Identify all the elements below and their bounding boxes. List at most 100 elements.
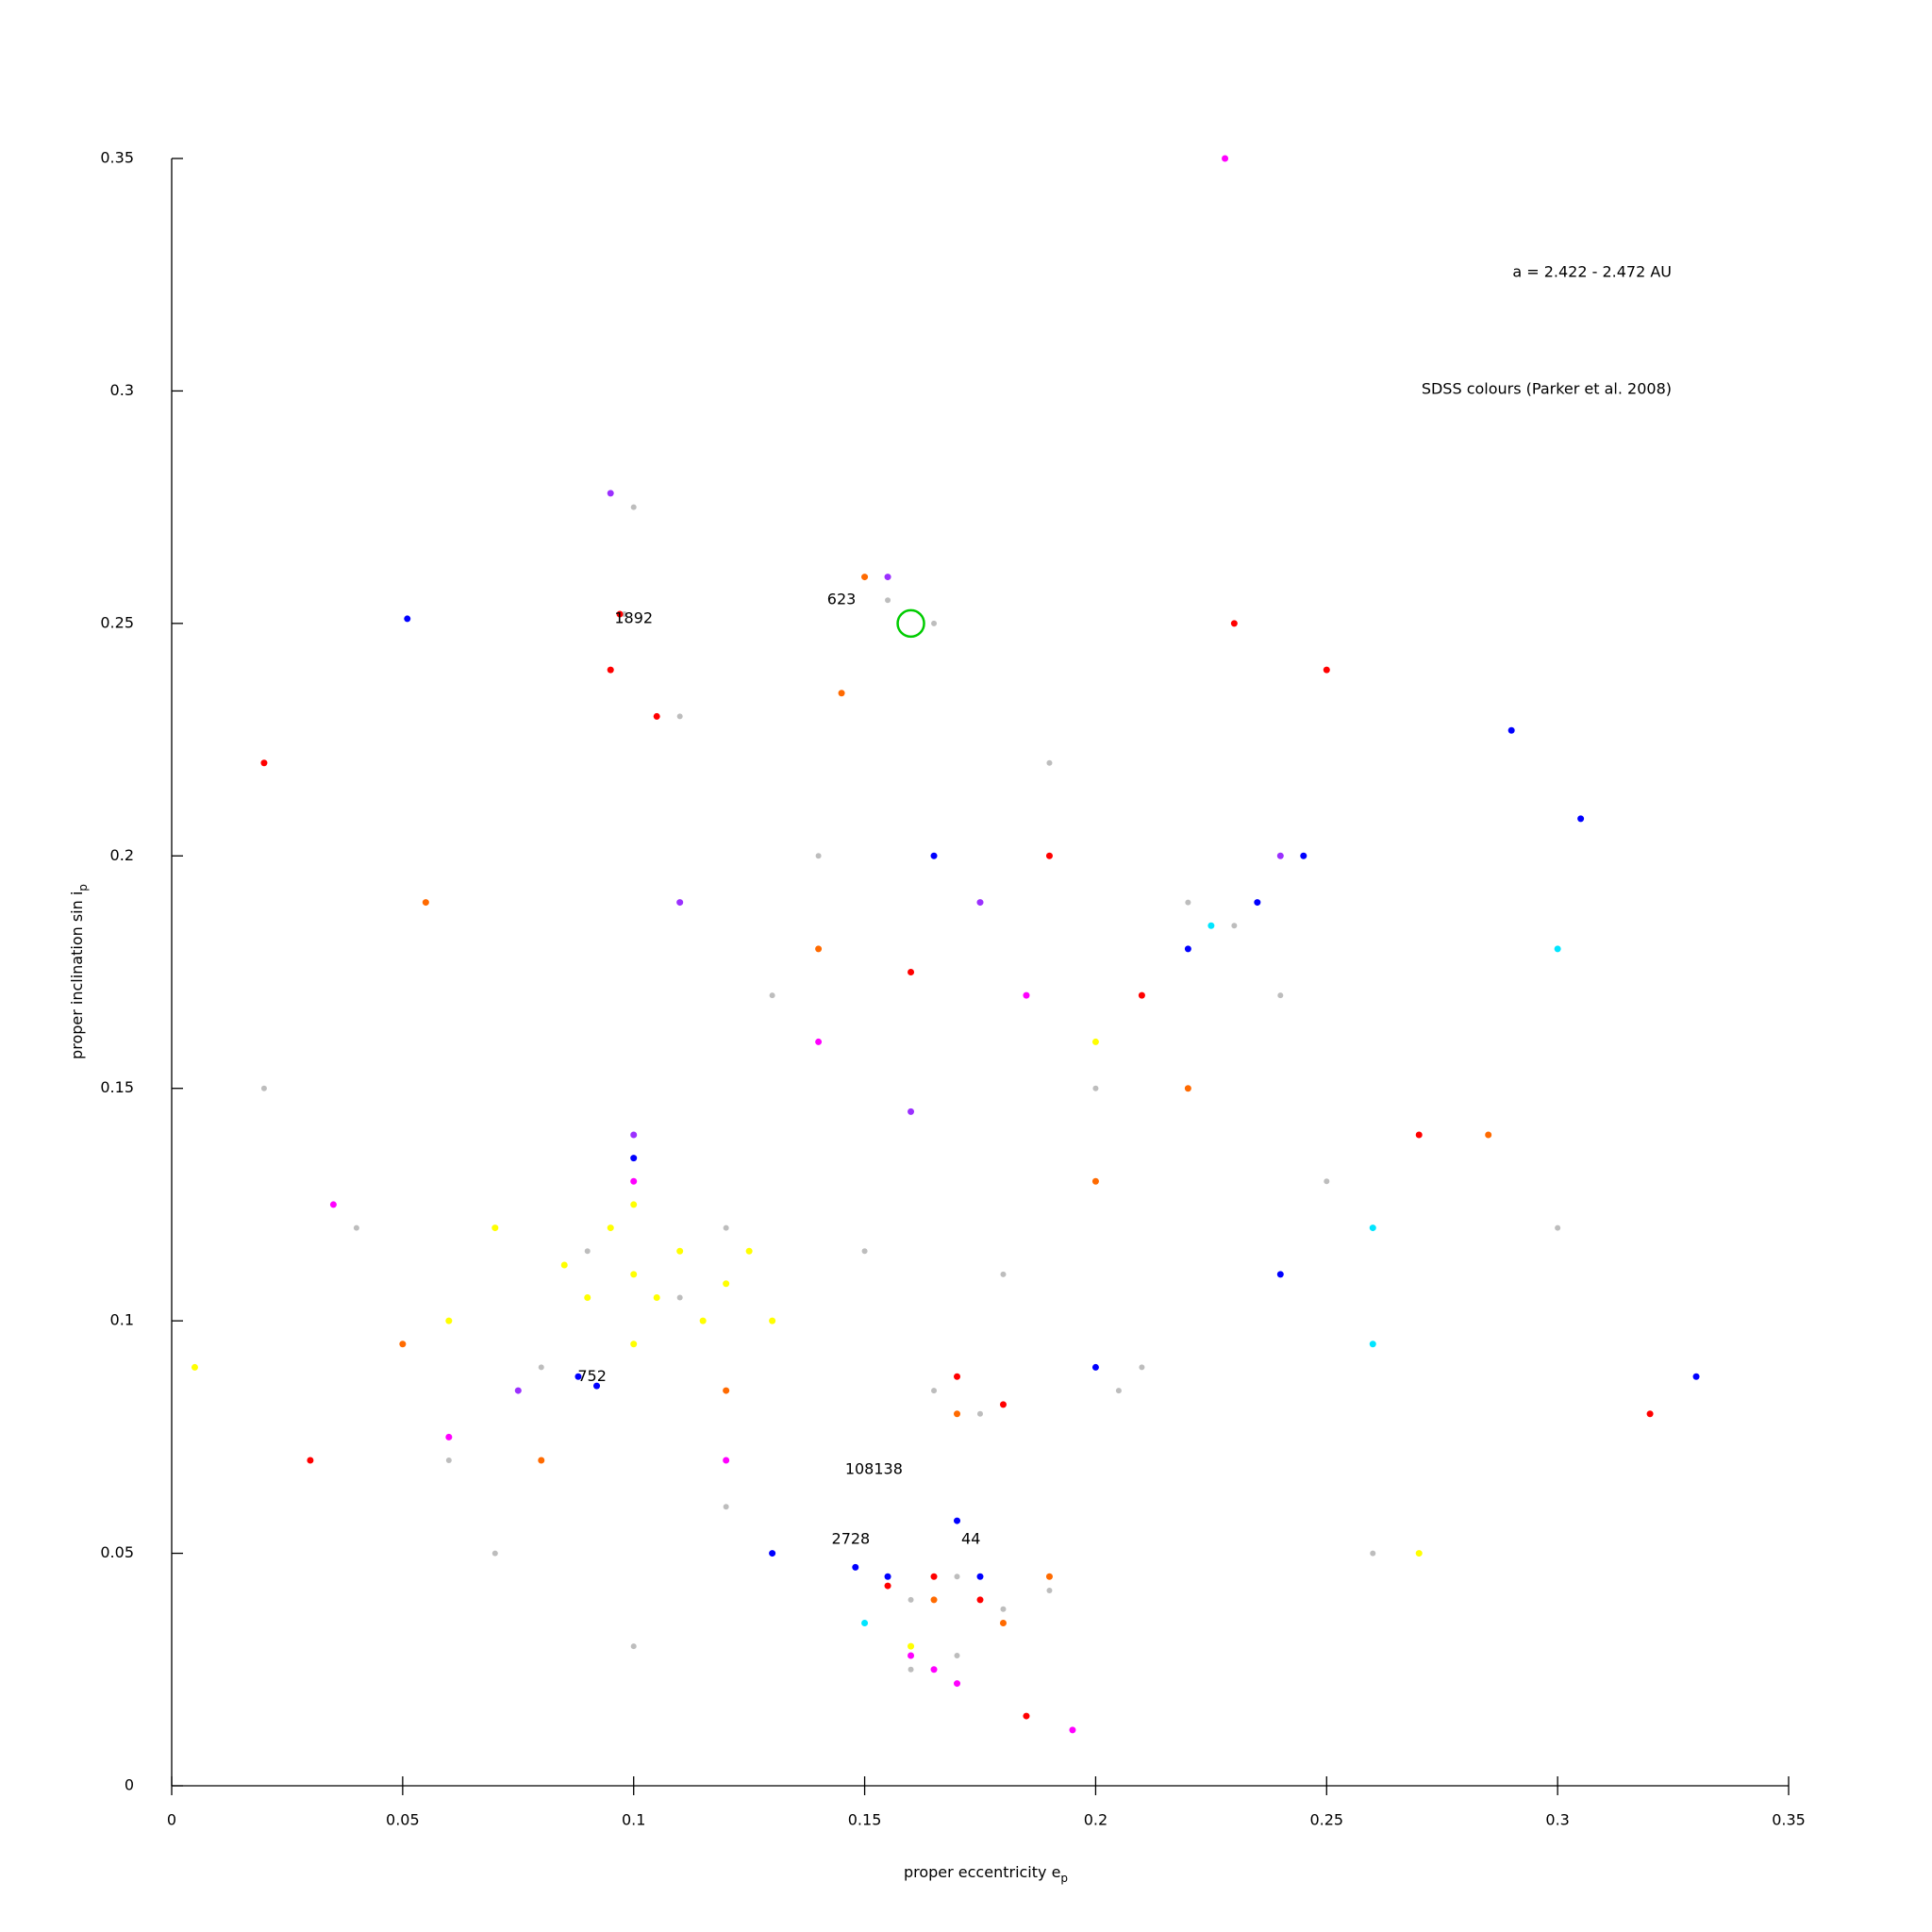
- annotation: 623: [827, 591, 857, 608]
- point: [1369, 1341, 1376, 1348]
- point: [908, 1652, 915, 1659]
- point: [607, 666, 614, 674]
- point: [616, 610, 624, 618]
- point: [1369, 1224, 1376, 1232]
- point: [404, 615, 411, 623]
- point: [653, 712, 660, 720]
- x-tick-label: 0.15: [848, 1811, 882, 1829]
- annotation: 752: [577, 1367, 607, 1385]
- point: [538, 1457, 545, 1464]
- point: [884, 574, 891, 581]
- point: [630, 1643, 637, 1650]
- point: [653, 1294, 660, 1301]
- point: [445, 1317, 453, 1324]
- annotation: 44: [961, 1529, 980, 1547]
- point: [931, 620, 938, 626]
- x-tick-label: 0.2: [1084, 1811, 1108, 1829]
- point: [908, 1596, 914, 1603]
- point: [630, 1131, 638, 1139]
- point: [723, 1387, 730, 1394]
- info-line: a = 2.422 - 2.472 AU: [1512, 263, 1672, 281]
- point: [769, 992, 775, 999]
- x-axis-label-text: proper eccentricity e: [904, 1863, 1060, 1881]
- point: [723, 1224, 729, 1231]
- point: [1045, 1573, 1053, 1580]
- point: [1091, 1177, 1099, 1185]
- point: [861, 1620, 869, 1626]
- point: [954, 1653, 960, 1658]
- point: [329, 1201, 337, 1208]
- point: [930, 1573, 938, 1580]
- point: [1222, 155, 1229, 162]
- point: [976, 899, 984, 907]
- point: [676, 1294, 683, 1301]
- y-axis-label: proper inclination sin ip: [68, 884, 90, 1059]
- point: [931, 1388, 938, 1394]
- point: [954, 1517, 961, 1524]
- point: [1185, 899, 1191, 906]
- x-tick-label: 0.35: [1772, 1811, 1806, 1829]
- point: [1577, 815, 1585, 823]
- point: [607, 1224, 614, 1232]
- point: [815, 1038, 823, 1045]
- point: [999, 1401, 1007, 1408]
- point: [976, 1596, 984, 1604]
- point: [999, 1620, 1007, 1626]
- point: [1023, 1712, 1030, 1720]
- point: [630, 1155, 638, 1162]
- point: [885, 597, 891, 604]
- y-tick-label: 0.2: [110, 846, 134, 864]
- point: [1184, 945, 1191, 953]
- y-tick-label: 0.15: [100, 1078, 134, 1096]
- point: [191, 1363, 198, 1371]
- point: [908, 1666, 914, 1673]
- annotation: 2728: [832, 1529, 871, 1547]
- point: [1554, 945, 1561, 953]
- point: [260, 1085, 267, 1091]
- point: [445, 1433, 453, 1441]
- x-tick-label: 0.05: [386, 1811, 420, 1829]
- point: [976, 1573, 984, 1580]
- point: [491, 1224, 499, 1232]
- x-tick-label: 0.1: [622, 1811, 645, 1829]
- point: [723, 1280, 730, 1288]
- point: [1555, 1224, 1561, 1231]
- x-tick-label: 0: [167, 1811, 176, 1829]
- point: [954, 1373, 961, 1380]
- y-tick-label: 0.1: [110, 1311, 134, 1329]
- point: [1277, 992, 1284, 999]
- point: [630, 1177, 638, 1185]
- point: [1507, 726, 1515, 734]
- point: [769, 1550, 776, 1557]
- point: [630, 1201, 638, 1208]
- point: [1000, 1606, 1007, 1612]
- point: [954, 1680, 961, 1688]
- point: [514, 1387, 522, 1394]
- point: [1276, 1271, 1284, 1278]
- point: [1300, 852, 1307, 859]
- point: [1091, 1363, 1099, 1371]
- point: [1045, 852, 1053, 859]
- point: [676, 1247, 684, 1255]
- point: [1646, 1410, 1654, 1418]
- point: [884, 1582, 891, 1590]
- point: [1254, 899, 1261, 907]
- annotation: 108138: [845, 1459, 903, 1477]
- point: [908, 1108, 915, 1115]
- point: [353, 1224, 359, 1231]
- point: [1069, 1726, 1076, 1734]
- point: [1184, 1085, 1191, 1092]
- point: [676, 899, 684, 907]
- point: [1415, 1550, 1423, 1557]
- point: [560, 1261, 568, 1269]
- point: [1692, 1373, 1700, 1380]
- point: [445, 1457, 452, 1463]
- point: [1139, 1364, 1145, 1371]
- annotation: 1892: [614, 608, 653, 626]
- point: [584, 1294, 591, 1301]
- point: [575, 1373, 582, 1380]
- point: [852, 1563, 859, 1571]
- y-tick-label: 0.3: [110, 381, 134, 399]
- y-tick-label: 0.05: [100, 1543, 134, 1561]
